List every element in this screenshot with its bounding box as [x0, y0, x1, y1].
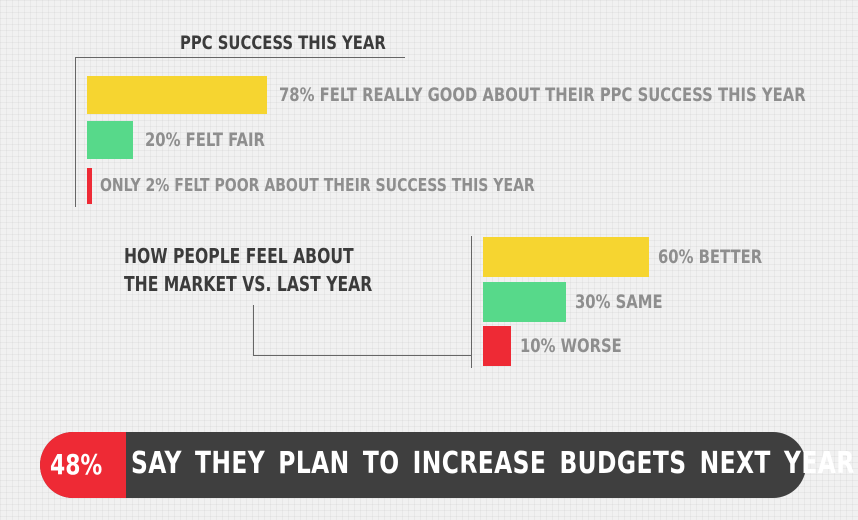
budget-banner-text: SAY THEY PLAN TO INCREASE BUDGETS NEXT Y…: [131, 446, 855, 481]
chart2-connector-vertical: [253, 305, 254, 356]
chart2-connector-horizontal: [253, 355, 471, 356]
chart1-bar-really-good: [87, 76, 267, 114]
budget-percent-badge: [40, 432, 126, 498]
chart2-bar-better: [483, 237, 649, 277]
chart2-bar-worse: [483, 326, 511, 366]
chart2-bar-same: [483, 282, 566, 322]
chart1-bar-poor: [87, 168, 92, 204]
chart2-label-worse: 10% WORSE: [520, 335, 622, 357]
chart2-label-same: 30% SAME: [575, 291, 663, 313]
chart2-title-line-1: HOW PEOPLE FEEL ABOUT: [124, 244, 354, 268]
chart2-label-better: 60% BETTER: [658, 246, 763, 268]
chart1-bar-fair: [87, 121, 133, 159]
budget-banner: [40, 432, 806, 498]
chart2-title-line-2: THE MARKET VS. LAST YEAR: [124, 272, 373, 296]
chart2-axis-line: [471, 236, 472, 368]
chart1-label-poor: ONLY 2% FELT POOR ABOUT THEIR SUCCESS TH…: [100, 175, 535, 196]
chart1-title: PPC SUCCESS THIS YEAR: [180, 32, 386, 54]
chart1-label-fair: 20% FELT FAIR: [145, 129, 265, 151]
chart1-axis-line: [75, 57, 76, 207]
chart2-title: HOW PEOPLE FEEL ABOUT THE MARKET VS. LAS…: [124, 242, 372, 298]
chart1-label-really-good: 78% FELT REALLY GOOD ABOUT THEIR PPC SUC…: [279, 84, 806, 106]
chart1-top-rule: [75, 57, 405, 58]
budget-percent: 48%: [50, 448, 103, 481]
